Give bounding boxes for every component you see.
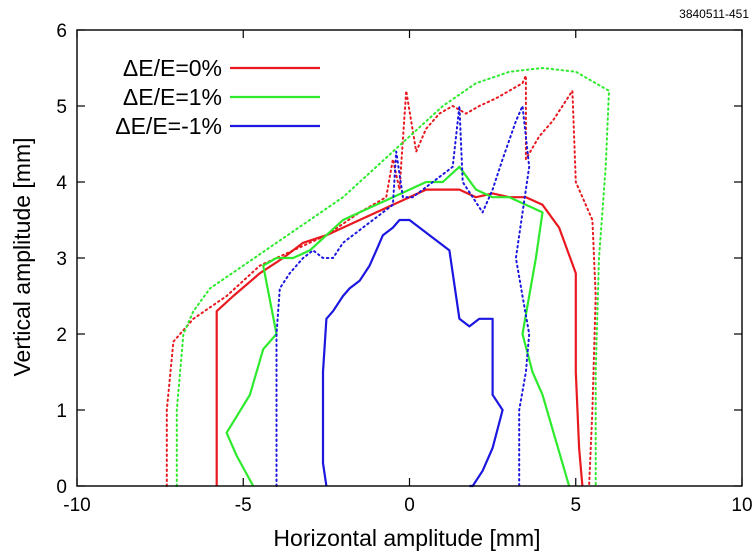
x-tick-label: -5 xyxy=(235,495,252,516)
y-tick-label: 2 xyxy=(56,325,67,346)
series-line-1-dotted xyxy=(165,74,597,487)
legend-label: ΔE/E=1% xyxy=(123,84,222,110)
y-tick-label: 4 xyxy=(56,173,67,194)
x-tick-label: 5 xyxy=(570,495,581,516)
x-tick-label: 10 xyxy=(731,495,752,516)
series-line-4-solid xyxy=(321,218,504,488)
y-tick-label: 1 xyxy=(56,401,67,422)
plot-frame xyxy=(76,29,743,487)
y-tick-label: 5 xyxy=(56,97,67,118)
series-line-3-dotted xyxy=(175,67,610,487)
y-axis-label: Vertical amplitude [mm] xyxy=(9,137,35,376)
y-tick-label: 6 xyxy=(56,21,67,42)
series-layer xyxy=(165,67,610,488)
series-line-0-solid xyxy=(215,188,584,487)
y-tick-label: 3 xyxy=(56,249,67,270)
x-axis-label: Horizontal amplitude [mm] xyxy=(273,525,540,551)
x-tick-label: -10 xyxy=(63,495,90,516)
ticks-layer: -10 -5 0 5 10 0 1 2 3 4 5 6 xyxy=(56,21,752,516)
series-line-5-dotted xyxy=(275,105,531,487)
y-tick-label: 0 xyxy=(56,477,67,498)
figure-id: 3840511-451 xyxy=(679,7,749,21)
legend-label: ΔE/E=-1% xyxy=(115,113,222,139)
x-tick-label: 0 xyxy=(404,495,415,516)
legend: ΔE/E=0% ΔE/E=1% ΔE/E=-1% xyxy=(115,55,320,139)
legend-label: ΔE/E=0% xyxy=(123,55,222,81)
